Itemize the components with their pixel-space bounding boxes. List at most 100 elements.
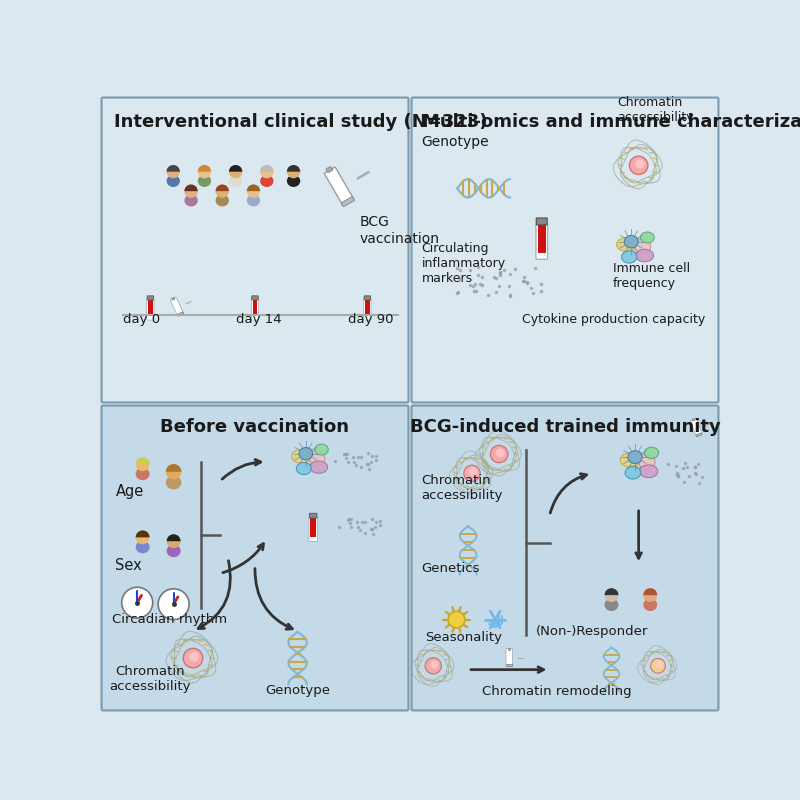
Point: [366, 523, 378, 536]
Circle shape: [229, 165, 242, 178]
Point: [493, 269, 506, 282]
Ellipse shape: [635, 159, 645, 169]
Circle shape: [448, 611, 465, 628]
Circle shape: [605, 588, 618, 602]
Point: [370, 453, 383, 466]
Circle shape: [166, 464, 182, 479]
Circle shape: [198, 165, 211, 178]
Text: day 0: day 0: [123, 313, 160, 326]
Point: [361, 458, 374, 470]
Ellipse shape: [305, 451, 325, 466]
Point: [669, 460, 682, 473]
Wedge shape: [215, 185, 229, 191]
Point: [344, 517, 357, 530]
Point: [354, 461, 367, 474]
Point: [471, 268, 484, 281]
Ellipse shape: [630, 156, 648, 174]
Point: [354, 450, 367, 463]
Ellipse shape: [229, 175, 242, 187]
Bar: [148, 300, 153, 317]
Point: [534, 277, 547, 290]
Point: [474, 278, 486, 290]
Point: [370, 515, 382, 528]
Ellipse shape: [617, 238, 636, 251]
FancyBboxPatch shape: [536, 218, 547, 225]
Point: [503, 289, 516, 302]
Point: [358, 516, 371, 529]
Wedge shape: [166, 534, 181, 542]
Point: [476, 278, 489, 291]
Point: [490, 286, 502, 298]
Bar: [310, 518, 316, 538]
Point: [526, 286, 539, 299]
Ellipse shape: [166, 545, 181, 557]
Text: Interventional clinical study (N=323): Interventional clinical study (N=323): [114, 113, 487, 131]
Point: [340, 451, 353, 464]
Point: [498, 264, 510, 277]
Ellipse shape: [464, 466, 480, 482]
Wedge shape: [605, 588, 618, 595]
Point: [358, 526, 371, 539]
Point: [535, 284, 548, 297]
Point: [670, 467, 683, 480]
Wedge shape: [166, 165, 180, 172]
Circle shape: [136, 458, 150, 471]
Point: [362, 462, 375, 475]
Bar: [693, 421, 699, 432]
Point: [450, 262, 463, 274]
Circle shape: [643, 588, 658, 602]
Point: [374, 518, 386, 531]
Point: [525, 282, 538, 294]
Text: day 90: day 90: [348, 313, 394, 326]
Point: [690, 467, 702, 480]
Point: [488, 271, 501, 284]
FancyBboxPatch shape: [536, 224, 547, 259]
Point: [693, 477, 706, 490]
Point: [466, 279, 479, 292]
Wedge shape: [184, 185, 198, 191]
Circle shape: [166, 165, 180, 178]
Text: Multi-omics and immune characterization: Multi-omics and immune characterization: [422, 113, 800, 131]
Ellipse shape: [166, 476, 182, 490]
Text: Sex: Sex: [115, 558, 142, 573]
Point: [338, 448, 350, 461]
Circle shape: [184, 185, 198, 198]
FancyBboxPatch shape: [324, 167, 354, 205]
Ellipse shape: [136, 468, 150, 480]
Point: [490, 271, 502, 284]
Wedge shape: [287, 165, 300, 172]
Point: [453, 273, 466, 286]
Point: [352, 521, 365, 534]
Circle shape: [166, 534, 181, 548]
Point: [688, 461, 701, 474]
Text: Genotype: Genotype: [265, 683, 330, 697]
Ellipse shape: [166, 175, 180, 187]
Point: [464, 278, 477, 291]
Point: [679, 457, 692, 470]
Point: [472, 261, 485, 274]
Wedge shape: [198, 165, 211, 172]
FancyBboxPatch shape: [690, 418, 702, 436]
Text: Immune cell
frequency: Immune cell frequency: [613, 262, 690, 290]
Point: [520, 276, 533, 289]
Text: Cytokine production capacity: Cytokine production capacity: [522, 313, 706, 326]
Point: [678, 475, 690, 488]
Circle shape: [158, 589, 189, 619]
FancyBboxPatch shape: [411, 406, 718, 710]
Ellipse shape: [190, 652, 199, 662]
Point: [463, 263, 476, 276]
Bar: [507, 650, 511, 662]
Text: (Non-)Responder: (Non-)Responder: [536, 625, 648, 638]
Ellipse shape: [625, 466, 641, 479]
Point: [689, 466, 702, 479]
Text: Chromatin
accessibility: Chromatin accessibility: [422, 474, 503, 502]
Point: [342, 514, 354, 526]
Point: [518, 274, 531, 287]
Point: [339, 447, 352, 460]
Text: BCG-induced trained immunity: BCG-induced trained immunity: [410, 418, 720, 436]
Point: [509, 263, 522, 276]
Point: [369, 521, 382, 534]
Point: [683, 470, 696, 482]
Point: [521, 277, 534, 290]
Point: [696, 471, 709, 484]
